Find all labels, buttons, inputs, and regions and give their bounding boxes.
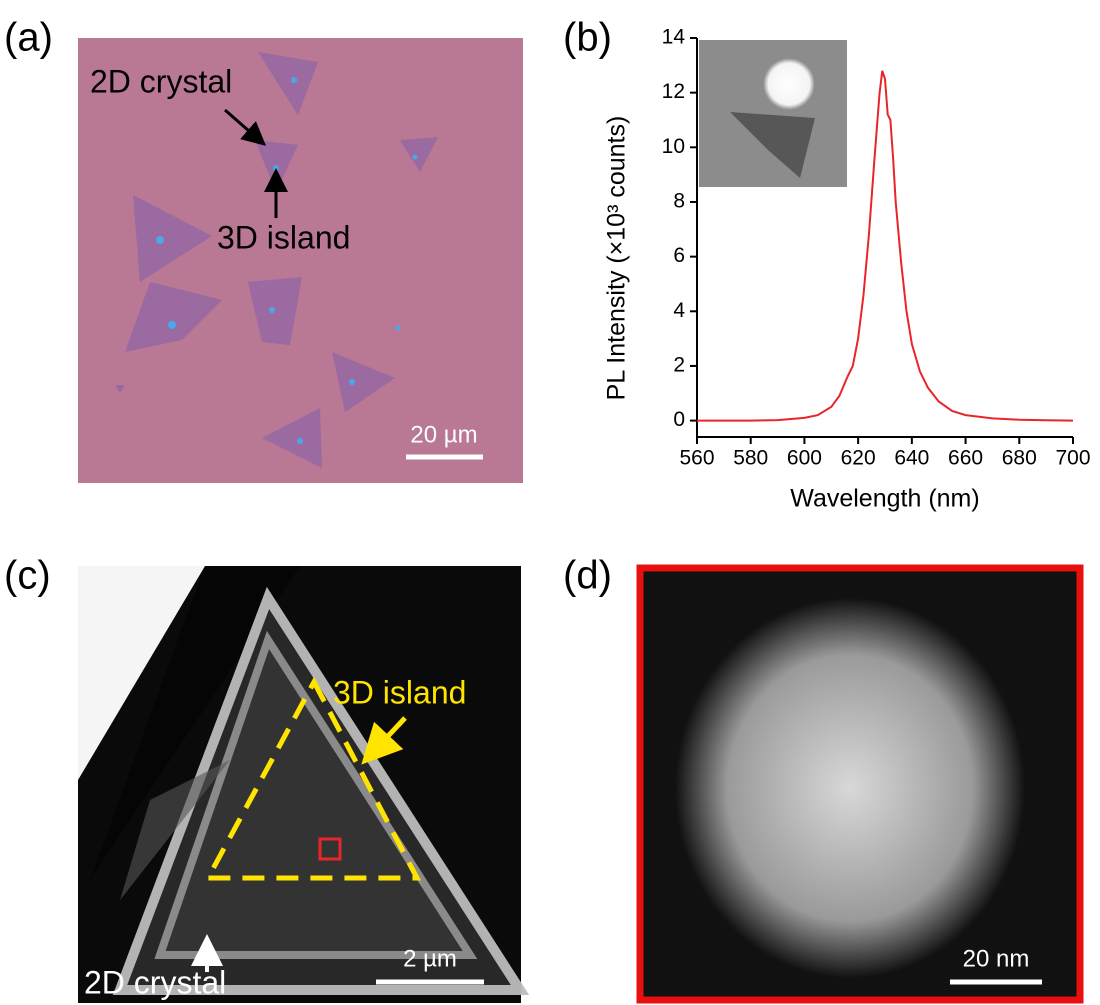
scale-bar-label: 2 µm — [403, 945, 457, 972]
y-tick-label: 12 — [662, 80, 685, 103]
annotation: 3D island — [333, 674, 466, 710]
inset-image — [699, 40, 847, 187]
y-tick-label: 4 — [673, 299, 685, 322]
x-tick-label: 580 — [733, 447, 768, 470]
tem-image — [640, 568, 1080, 1000]
x-tick-label: 620 — [841, 447, 876, 470]
x-tick-label: 680 — [1002, 447, 1037, 470]
annotation: 2D crystal — [84, 964, 226, 1000]
y-tick-label: 14 — [662, 26, 686, 49]
panel-label: (b) — [563, 16, 612, 60]
x-tick-label: 560 — [679, 447, 714, 470]
optical-image — [78, 38, 523, 483]
y-tick-label: 0 — [673, 408, 685, 431]
y-tick-label: 8 — [673, 190, 685, 213]
x-axis-label: Wavelength (nm) — [790, 485, 979, 513]
scale-bar-label: 20 nm — [963, 945, 1030, 972]
y-tick-label: 10 — [662, 135, 685, 158]
chart: Wavelength (nm) PL Intensity (×10³ count… — [603, 26, 1091, 513]
scale-bar-label: 20 µm — [410, 421, 477, 448]
annotation: 2D crystal — [90, 63, 232, 99]
x-tick-label: 660 — [948, 447, 983, 470]
sem-image — [78, 566, 521, 1003]
y-axis-label: PL Intensity (×10³ counts) — [603, 116, 631, 401]
annotation: 3D island — [217, 219, 350, 255]
x-tick-label: 640 — [894, 447, 929, 470]
y-tick-label: 2 — [673, 353, 685, 376]
panel-label: (a) — [4, 16, 53, 60]
panel-label: (c) — [4, 554, 51, 598]
x-tick-label: 600 — [787, 447, 822, 470]
panel-label: (d) — [563, 554, 612, 598]
y-tick-label: 6 — [673, 244, 685, 267]
figure: (a) (b) (c) (d) 2D crystal 3D island 20 … — [0, 0, 1100, 1005]
x-tick-label: 700 — [1055, 447, 1090, 470]
